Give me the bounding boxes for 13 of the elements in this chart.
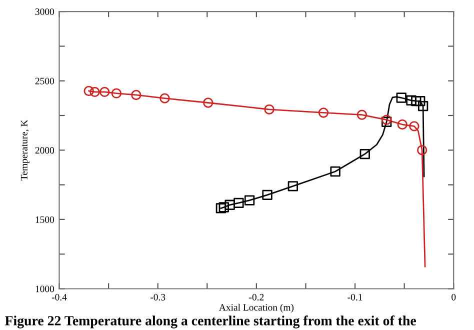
- x-tick-label: -0.3: [150, 294, 166, 300]
- y-tick-label: 2500: [35, 78, 54, 84]
- y-tick-label: 1000: [36, 286, 54, 292]
- y-tick-label: 1500: [36, 216, 54, 223]
- x-tick-label: -0.2: [249, 294, 264, 300]
- x-axis-title: Axial Location (m): [219, 304, 294, 313]
- y-tick-label: 2000: [35, 147, 54, 154]
- x-tick-label: -0.1: [348, 294, 362, 300]
- y-axis-title: Temperature, K: [20, 120, 30, 180]
- caption: Figure 22 Temperature along a centerline starting from the exit of the: [4, 316, 416, 328]
- x-tick-label: 0: [452, 294, 456, 300]
- x-tick-label: -0.4: [52, 294, 67, 300]
- y-tick-label: 3000: [35, 8, 54, 16]
